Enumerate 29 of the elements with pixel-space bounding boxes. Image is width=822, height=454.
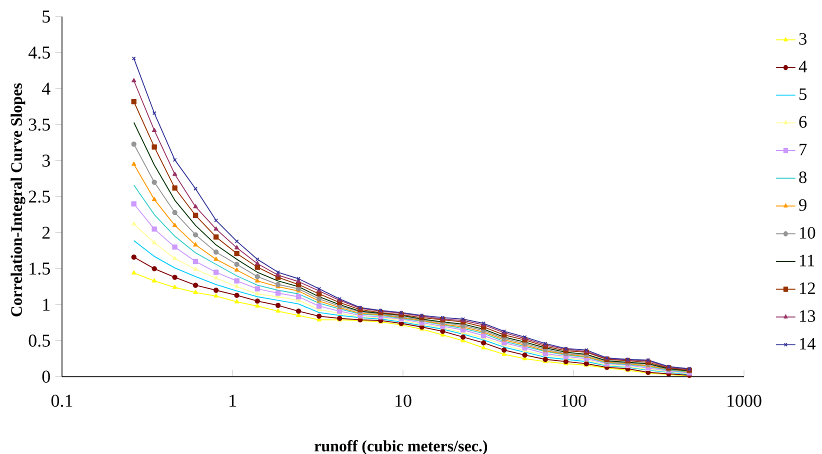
y-tick-label: 4.5 <box>28 46 50 59</box>
y-tick-label: 3.5 <box>28 118 50 131</box>
y-tick-label: 2.5 <box>28 190 50 203</box>
legend-label: 6 <box>799 116 807 128</box>
legend-label: 12 <box>800 282 815 294</box>
y-tick-label: 3 <box>42 154 50 167</box>
x-tick-label: 0.1 <box>51 394 72 407</box>
legend-label: 13 <box>800 310 816 322</box>
y-tick-label: 5 <box>42 10 50 23</box>
legend-label: 8 <box>799 171 806 184</box>
y-axis-title: Correlation-Integral Curve Slopes <box>10 83 26 316</box>
legend-label: 10 <box>800 227 816 239</box>
legend-label: 9 <box>799 199 806 211</box>
legend-label: 5 <box>799 88 806 100</box>
legend-label: 7 <box>800 144 807 156</box>
y-tick-label: 1.5 <box>30 262 50 275</box>
legend-label: 11 <box>800 254 814 266</box>
legend-label: 3 <box>799 33 806 45</box>
legend-label: 14 <box>800 338 816 350</box>
y-tick-label: 2 <box>42 226 50 239</box>
x-tick-label: 100 <box>562 394 586 407</box>
x-tick-label: 1000 <box>728 394 762 407</box>
y-tick-label: 4 <box>42 82 50 95</box>
x-tick-label: 1 <box>230 394 236 407</box>
legend-label: 4 <box>798 60 807 72</box>
x-tick-label: 10 <box>396 394 412 407</box>
y-tick-label: 0 <box>42 370 50 383</box>
y-tick-label: 0.5 <box>28 334 50 347</box>
y-tick-label: 1 <box>43 298 50 311</box>
